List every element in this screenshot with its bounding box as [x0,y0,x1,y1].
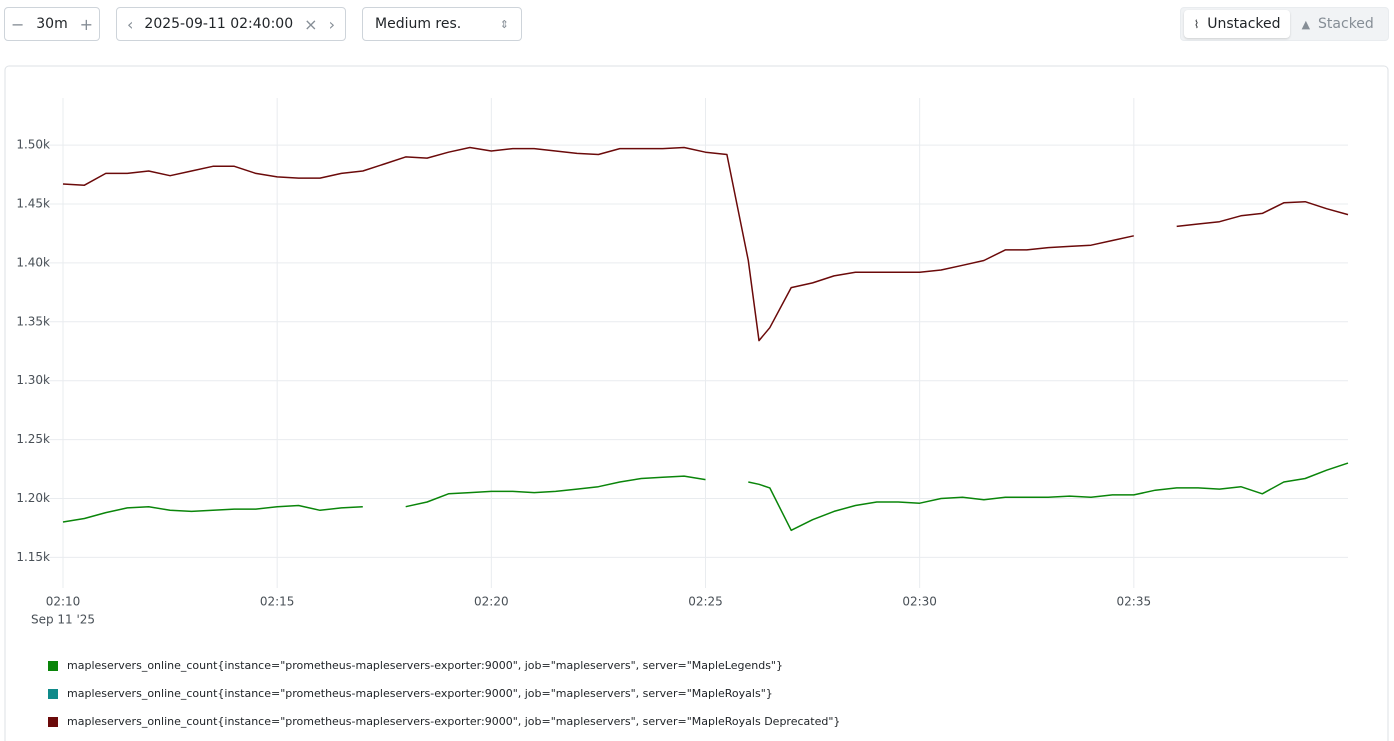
x-tick-label: 02:25 [688,595,723,609]
y-tick-label: 1.20k [16,491,50,505]
stack-toggle: ⌇ Unstacked ▲ Stacked [1180,7,1389,41]
stacked-button[interactable]: ▲ Stacked [1301,16,1374,32]
legend-swatch [48,717,58,727]
unstacked-button[interactable]: ⌇ Unstacked [1184,10,1291,38]
y-tick-label: 1.35k [16,314,50,328]
end-time-control: ‹ 2025-09-11 02:40:00 × › [116,7,346,41]
resolution: Medium res. [375,16,462,32]
decrease-button[interactable]: − [10,14,25,34]
range-control: − 30m + [4,7,100,41]
select-arrow: ⇕ [499,17,509,31]
chart-panel [4,65,1389,741]
clear-button[interactable]: × [304,14,318,34]
legend-label: mapleservers_online_count{instance="prom… [67,715,840,728]
x-tick-label: 02:20 [474,595,509,609]
increase-button[interactable]: + [79,14,94,34]
x-tick-label: 02:15 [260,595,295,609]
x-tick-label: 02:10 [46,595,81,609]
y-tick-label: 1.25k [16,432,50,446]
end-time[interactable]: 2025-09-11 02:40:00 [144,16,294,32]
x-tick-label: 02:30 [902,595,937,609]
range-value[interactable]: 30m [36,16,68,32]
series-line [62,146,1349,342]
legend-swatch [48,689,58,699]
y-tick-label: 1.40k [16,255,50,269]
mode-label: Stacked [1318,16,1374,32]
y-tick-label: 1.50k [16,138,50,152]
series-line [62,462,1349,532]
mode-label: Unstacked [1207,16,1281,32]
legend-swatch [48,661,58,671]
legend-label: mapleservers_online_count{instance="prom… [67,687,773,700]
x-tick-label: 02:35 [1117,595,1152,609]
x-axis-date: Sep 11 '25 [31,613,95,627]
y-tick-label: 1.45k [16,197,50,211]
prev-button[interactable]: ‹ [127,14,134,34]
y-tick-label: 1.30k [16,373,50,387]
y-tick-label: 1.15k [16,550,50,564]
legend-label: mapleservers_online_count{instance="prom… [67,659,783,672]
resolution-select[interactable]: Medium res. ⇕ [362,7,522,41]
next-button[interactable]: › [328,14,335,34]
